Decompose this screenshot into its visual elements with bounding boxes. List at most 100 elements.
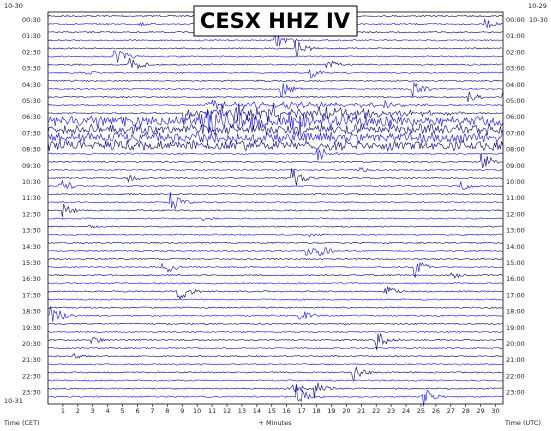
- minute-label: 23: [387, 407, 395, 415]
- trace: [47, 217, 503, 222]
- minute-label: 6: [135, 407, 139, 415]
- time-label: 02:00: [506, 48, 525, 56]
- trace: [48, 180, 503, 190]
- time-label: 11:30: [22, 194, 41, 202]
- date-label: 10-31: [4, 397, 23, 405]
- time-label: 20:30: [22, 340, 41, 348]
- time-label: 21:00: [506, 356, 525, 364]
- time-label: 05:30: [22, 97, 41, 105]
- time-label: 04:00: [506, 81, 525, 89]
- time-label: 22:00: [506, 372, 525, 380]
- minute-label: 22: [372, 407, 380, 415]
- trace: [47, 257, 503, 261]
- date-label: 10-30: [4, 2, 23, 10]
- trace: [47, 192, 503, 210]
- time-label: 07:30: [22, 129, 41, 137]
- trace: [47, 379, 503, 382]
- time-label: 01:00: [506, 32, 525, 40]
- time-label: 13:00: [506, 227, 525, 235]
- time-label: 22:30: [22, 372, 41, 380]
- minute-label: 30: [491, 407, 499, 415]
- minute-label: 10: [193, 407, 201, 415]
- time-label: 07:00: [506, 129, 525, 137]
- minute-label: 1: [61, 407, 65, 415]
- time-label: 20:00: [506, 340, 525, 348]
- traces: [47, 14, 504, 407]
- time-label: 08:00: [506, 146, 525, 154]
- trace: [47, 91, 504, 102]
- trace: [47, 33, 503, 47]
- trace: [47, 103, 503, 123]
- trace: [47, 224, 503, 229]
- time-label: 16:30: [22, 275, 41, 283]
- trace: [47, 147, 504, 161]
- trace: [47, 333, 503, 351]
- time-label: 05:00: [506, 97, 525, 105]
- trace: [47, 241, 504, 244]
- time-label: 06:00: [506, 113, 525, 121]
- minute-label: 20: [342, 407, 350, 415]
- date-label: 10-29: [528, 2, 547, 10]
- trace: [47, 282, 503, 285]
- minute-label: 4: [106, 407, 110, 415]
- plot-frame: [47, 11, 504, 405]
- axis-label: + Minutes: [258, 419, 292, 427]
- trace: [47, 193, 503, 196]
- time-label: 19:30: [22, 324, 41, 332]
- time-label: 02:30: [22, 48, 41, 56]
- time-label: 13:30: [22, 227, 41, 235]
- minute-label: 7: [150, 407, 154, 415]
- time-label: 19:00: [506, 324, 525, 332]
- title-box: [193, 5, 358, 37]
- time-label: 03:00: [506, 65, 525, 73]
- trace: [47, 233, 503, 238]
- trace: [47, 40, 503, 56]
- minute-label: 18: [312, 407, 320, 415]
- trace: [47, 298, 503, 301]
- time-label: 15:00: [506, 259, 525, 267]
- trace: [47, 130, 504, 145]
- trace: [47, 272, 503, 279]
- trace: [47, 306, 503, 322]
- trace: [48, 153, 503, 169]
- time-label: 14:00: [506, 243, 525, 251]
- trace: [47, 139, 504, 153]
- time-label: 03:30: [22, 65, 41, 73]
- minute-label: 26: [432, 407, 440, 415]
- time-label: 04:30: [22, 81, 41, 89]
- time-label: 18:30: [22, 308, 41, 316]
- minute-label: 25: [417, 407, 425, 415]
- trace: [47, 382, 503, 398]
- time-label: 00:30: [22, 16, 41, 24]
- time-label: 08:30: [22, 146, 41, 154]
- trace: [47, 203, 503, 217]
- minute-label: 27: [447, 407, 455, 415]
- minute-label: 9: [180, 407, 184, 415]
- time-label: 21:30: [22, 356, 41, 364]
- time-label: 23:30: [22, 389, 41, 397]
- trace: [47, 286, 503, 300]
- trace: [47, 353, 503, 359]
- time-label: 11:00: [506, 194, 525, 202]
- trace: [47, 168, 503, 186]
- time-label: 01:30: [22, 32, 41, 40]
- minute-label: 11: [208, 407, 216, 415]
- minute-label: 24: [402, 407, 410, 415]
- minute-label: 2: [76, 407, 80, 415]
- time-label: 16:00: [506, 275, 525, 283]
- date-label: 10-30: [529, 16, 548, 24]
- trace: [47, 99, 504, 110]
- trace: [47, 82, 503, 98]
- trace: [47, 58, 503, 70]
- time-label: 12:00: [506, 210, 525, 218]
- time-label: 17:30: [22, 291, 41, 299]
- trace: [47, 322, 503, 325]
- trace: [47, 261, 503, 279]
- time-label: 06:30: [22, 113, 41, 121]
- time-label: 09:00: [506, 162, 525, 170]
- trace: [47, 69, 503, 79]
- minute-label: 14: [253, 407, 261, 415]
- trace: [47, 363, 503, 366]
- time-label: 15:30: [22, 259, 41, 267]
- time-label: 00:00: [506, 16, 525, 24]
